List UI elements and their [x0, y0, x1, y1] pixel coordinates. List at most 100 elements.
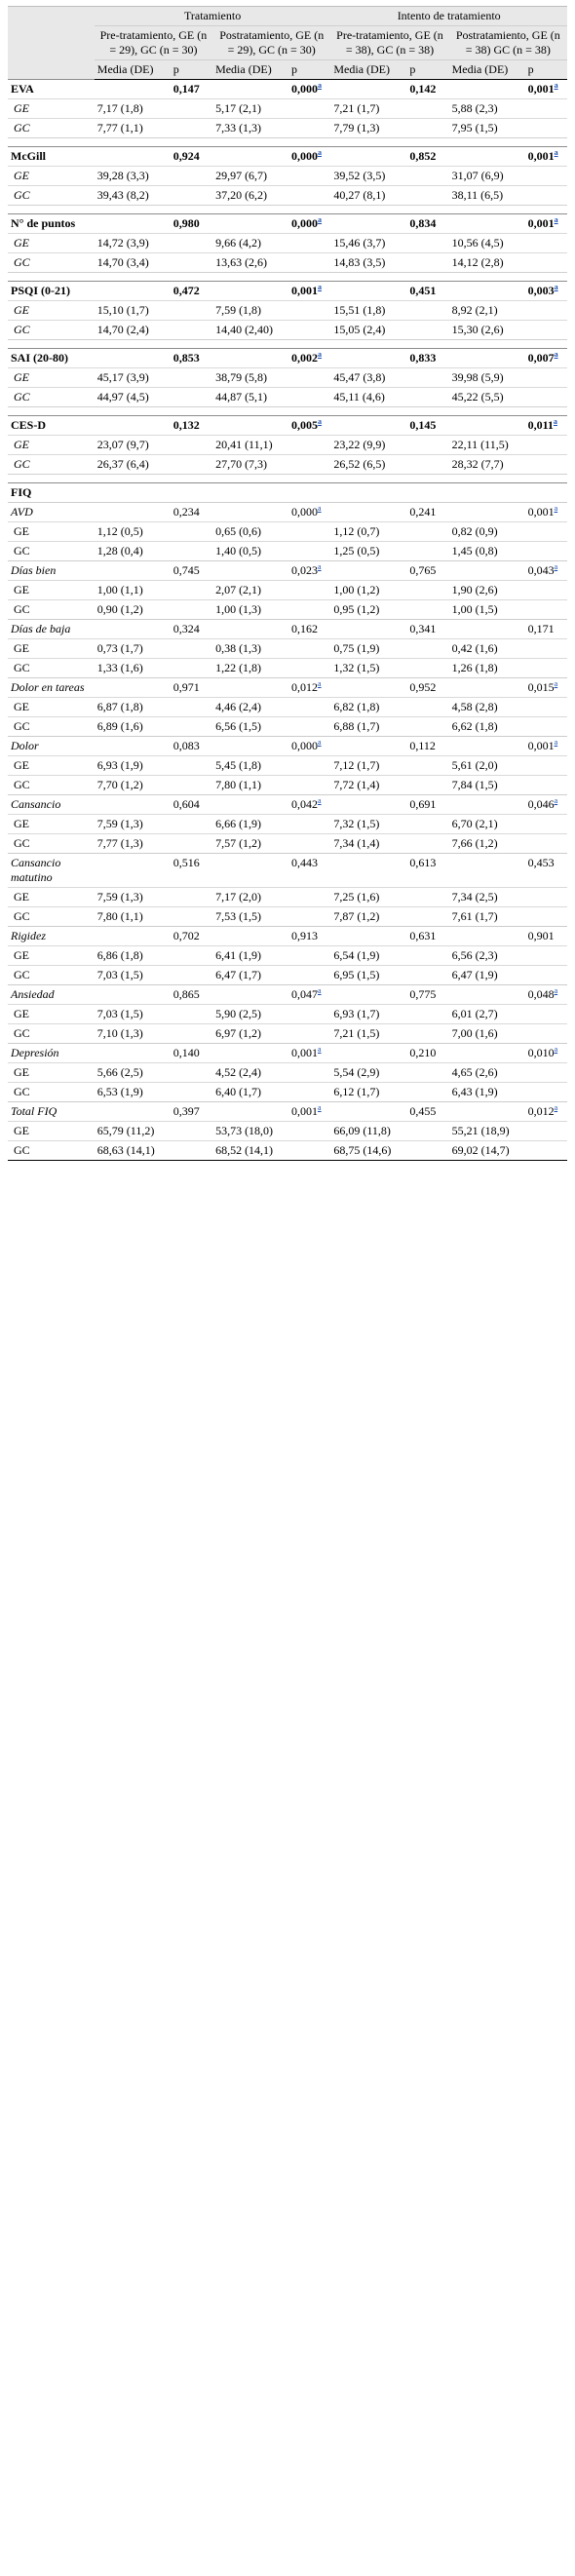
subsection-row: Dolor 0,083 0,000a 0,112 0,001a	[8, 736, 567, 756]
group-label: GC	[8, 387, 95, 407]
footnote-link[interactable]: a	[554, 679, 558, 688]
variable-label: Dolor	[8, 736, 95, 756]
p-cell	[170, 118, 213, 138]
media-value: 66,09 (11,8)	[330, 1121, 407, 1141]
footnote-link[interactable]: a	[318, 81, 323, 90]
table-row: GE 6,87 (1,8) 4,46 (2,4) 6,82 (1,8) 4,58 (2,…	[8, 697, 567, 717]
footnote-link[interactable]: a	[554, 148, 558, 157]
table-row: GE 45,17 (3,9) 38,79 (5,8) 45,47 (3,8) 39,98…	[8, 367, 567, 388]
footnote-link[interactable]: a	[554, 504, 558, 513]
p-cell: 0,048a	[524, 984, 567, 1005]
p-cell	[288, 252, 331, 273]
footnote-link[interactable]: a	[318, 986, 322, 995]
p-cell	[288, 435, 331, 455]
p-cell: 0,012a	[524, 1101, 567, 1122]
footnote-link[interactable]: a	[554, 283, 558, 291]
media-value: 15,46 (3,7)	[330, 233, 407, 253]
table-row: GC 26,37 (6,4) 27,70 (7,3) 26,52 (6,5) 28,32…	[8, 454, 567, 475]
header-p: p	[406, 59, 449, 80]
media-value: 1,28 (0,4)	[94, 541, 171, 561]
media-value: 26,52 (6,5)	[330, 454, 407, 475]
p-cell	[524, 454, 567, 475]
footnote-link[interactable]: a	[318, 738, 322, 747]
p-cell	[170, 1140, 213, 1161]
footnote-link[interactable]: a	[318, 417, 323, 426]
group-label: GC	[8, 775, 95, 795]
table-row: GE 7,59 (1,3) 7,17 (2,0) 7,25 (1,6) 7,34 (2,…	[8, 887, 567, 907]
p-value: 0,001	[527, 82, 555, 96]
media-value: 0,82 (0,9)	[448, 521, 525, 542]
group-label: GC	[8, 118, 95, 138]
p-cell: 0,443	[288, 853, 331, 888]
footnote-link[interactable]: a	[554, 215, 558, 224]
spacer-cell	[8, 137, 567, 147]
footnote-link[interactable]: a	[554, 350, 558, 359]
footnote-link[interactable]: a	[318, 1103, 322, 1112]
p-cell	[524, 580, 567, 600]
p-cell	[406, 599, 449, 620]
p-cell	[524, 716, 567, 737]
p-cell	[288, 233, 331, 253]
p-cell	[288, 697, 331, 717]
p-cell	[170, 454, 213, 475]
p-cell	[288, 300, 331, 321]
footnote-link[interactable]: a	[318, 215, 323, 224]
p-cell: 0,397	[170, 1101, 213, 1122]
p-cell: 0,010a	[524, 1043, 567, 1063]
header-post-intento: Postratamiento, GE (n = 38) GC (n = 38)	[448, 25, 567, 60]
footnote-link[interactable]: a	[554, 796, 558, 805]
p-cell: 0,210	[406, 1043, 449, 1063]
footnote-link[interactable]: a	[318, 1045, 322, 1054]
p-cell	[170, 775, 213, 795]
media-value: 1,12 (0,7)	[330, 521, 407, 542]
media-value: 1,33 (1,6)	[94, 658, 171, 678]
group-label: GC	[8, 252, 95, 273]
footnote-link[interactable]: a	[554, 1103, 558, 1112]
spacer-cell	[8, 406, 567, 416]
header-media: Media (DE)	[212, 59, 289, 80]
p-cell	[406, 1121, 449, 1141]
p-value: 0,341	[409, 622, 437, 635]
media-value: 7,59 (1,3)	[94, 814, 171, 834]
media-cell	[94, 1101, 171, 1122]
variable-label: FIQ	[8, 482, 567, 503]
footnote-link[interactable]: a	[318, 350, 323, 359]
media-value: 7,17 (1,8)	[94, 98, 171, 119]
p-cell	[288, 887, 331, 907]
p-cell: 0,001a	[524, 736, 567, 756]
p-cell	[524, 755, 567, 776]
media-cell	[330, 348, 407, 368]
group-label: GC	[8, 541, 95, 561]
p-value: 0,000	[291, 739, 319, 752]
footnote-link[interactable]: a	[318, 679, 322, 688]
footnote-link[interactable]: a	[318, 562, 322, 571]
footnote-link[interactable]: a	[554, 986, 558, 995]
media-cell	[94, 1043, 171, 1063]
p-cell	[524, 887, 567, 907]
media-cell	[330, 926, 407, 946]
footnote-link[interactable]: a	[553, 417, 557, 426]
media-cell	[448, 984, 525, 1005]
footnote-link[interactable]: a	[318, 504, 322, 513]
footnote-link[interactable]: a	[318, 148, 323, 157]
footnote-link[interactable]: a	[318, 283, 323, 291]
media-value: 1,12 (0,5)	[94, 521, 171, 542]
p-value: 0,145	[409, 418, 437, 432]
p-value: 0,043	[527, 563, 555, 577]
footnote-link[interactable]: a	[554, 562, 558, 571]
media-cell	[94, 984, 171, 1005]
p-cell	[524, 435, 567, 455]
group-label: GE	[8, 300, 95, 321]
footnote-link[interactable]: a	[554, 81, 558, 90]
p-value: 0,765	[409, 563, 437, 577]
header-group-tratamiento: Tratamiento	[94, 6, 331, 26]
p-value: 0,000	[291, 505, 319, 519]
p-cell	[406, 387, 449, 407]
footnote-link[interactable]: a	[554, 738, 558, 747]
p-value: 0,241	[409, 505, 437, 519]
variable-label: Ansiedad	[8, 984, 95, 1005]
p-cell	[170, 320, 213, 340]
footnote-link[interactable]: a	[318, 796, 322, 805]
p-cell: 0,001a	[524, 146, 567, 167]
footnote-link[interactable]: a	[554, 1045, 558, 1054]
